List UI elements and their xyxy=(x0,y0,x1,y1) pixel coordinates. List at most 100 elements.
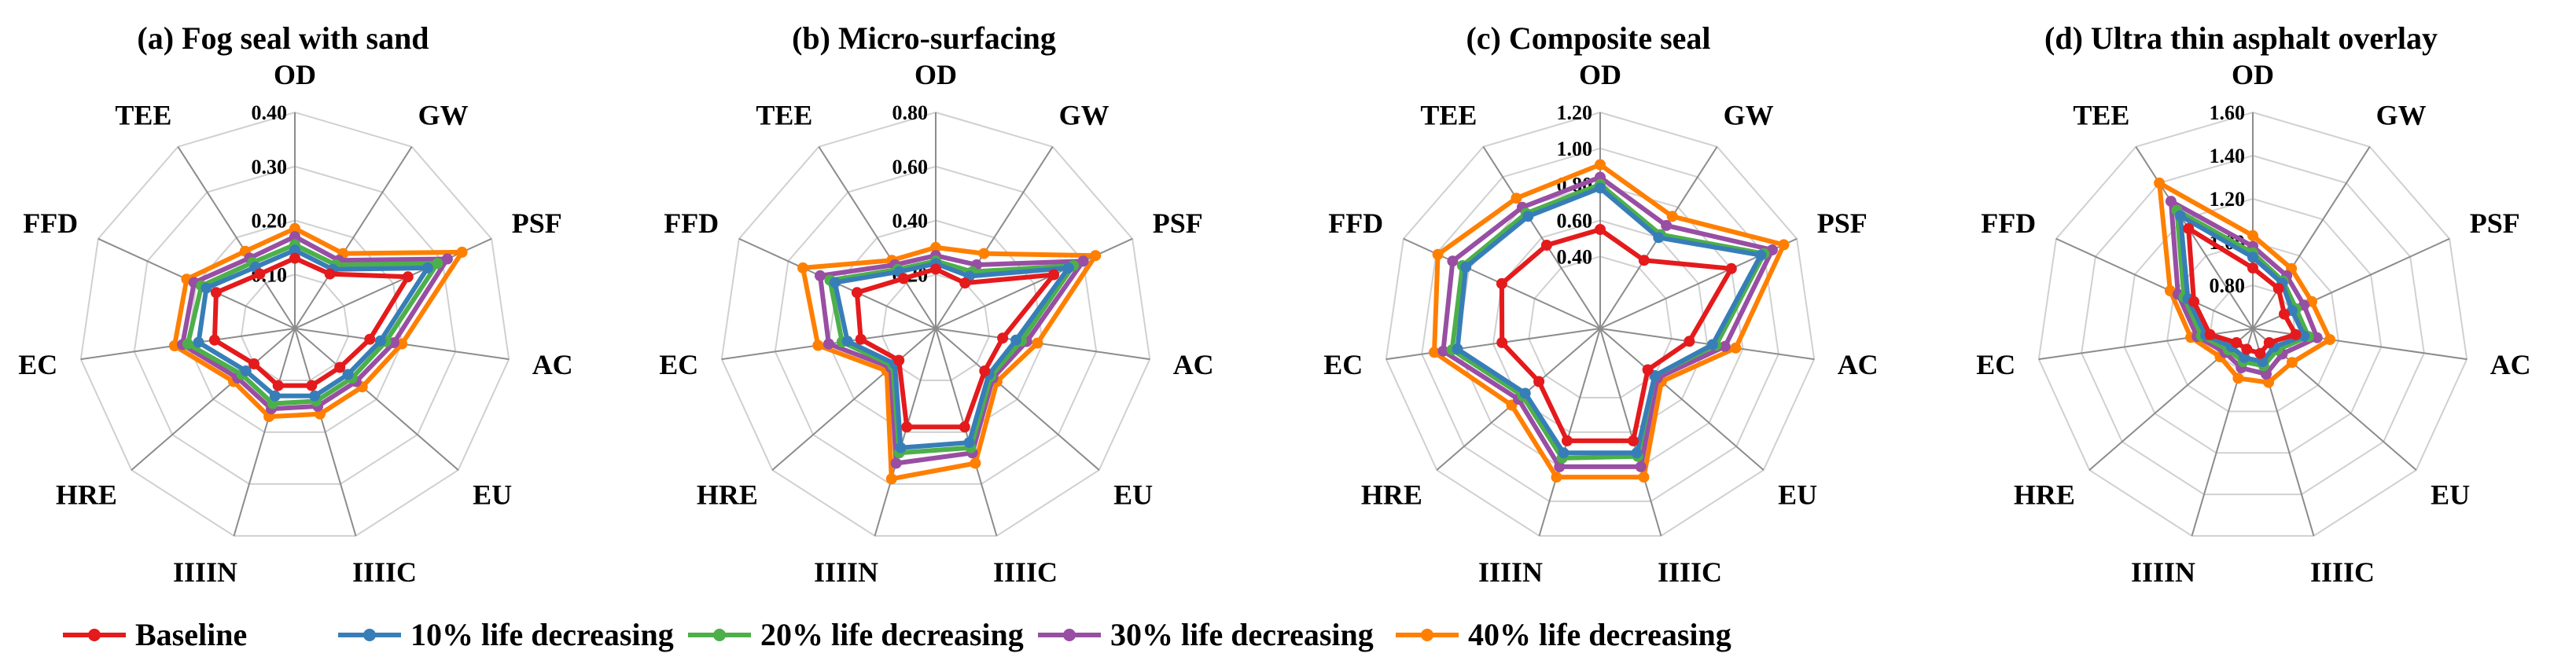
tick-label: 1.60 xyxy=(2210,101,2246,124)
grid-ring xyxy=(1385,111,1816,537)
data-point xyxy=(2290,328,2302,340)
data-point xyxy=(2188,295,2199,307)
legend-item-3: 20% life decreasing xyxy=(688,617,1024,652)
data-point xyxy=(1595,159,1606,171)
axis-label-hre: HRE xyxy=(2014,479,2075,511)
data-point xyxy=(2174,210,2186,222)
series-line xyxy=(1432,162,1787,480)
data-point xyxy=(334,362,346,373)
tick-label: 0.60 xyxy=(1557,210,1593,233)
axis-spoke xyxy=(177,146,296,329)
data-point xyxy=(970,457,981,469)
axis-spoke xyxy=(294,146,413,329)
data-point xyxy=(1032,337,1043,349)
data-point xyxy=(930,241,941,253)
data-point xyxy=(1540,240,1552,251)
data-point xyxy=(1706,339,1718,351)
data-point xyxy=(1631,447,1643,459)
data-point xyxy=(441,253,453,265)
data-point xyxy=(851,287,863,299)
data-point xyxy=(342,369,354,380)
data-point xyxy=(193,336,204,348)
tick-label: 1.40 xyxy=(2210,145,2246,167)
tick-label: 0.20 xyxy=(252,210,288,233)
grid-ring xyxy=(79,111,510,537)
data-point xyxy=(815,270,826,281)
data-point xyxy=(963,437,975,449)
legend-marker xyxy=(1421,629,1433,641)
data-point xyxy=(2154,177,2166,189)
series-baseline xyxy=(851,263,1060,433)
chart-title: (b) Micro-surfacing xyxy=(792,20,1056,56)
data-point xyxy=(1554,461,1566,472)
data-point xyxy=(2324,334,2335,346)
chart-title: (d) Ultra thin asphalt overlay xyxy=(2044,20,2438,56)
data-point xyxy=(1432,248,1444,260)
axis-spoke xyxy=(1538,328,1601,537)
axis-label-ac: AC xyxy=(1838,349,1879,380)
data-point xyxy=(1684,336,1695,347)
data-point xyxy=(1635,461,1647,472)
series-line xyxy=(180,234,450,412)
data-point xyxy=(1725,262,1737,274)
legend-label: Baseline xyxy=(135,617,247,652)
data-point xyxy=(1496,336,1508,348)
data-point xyxy=(1511,193,1522,204)
series-line xyxy=(1455,185,1764,456)
data-point xyxy=(797,262,809,273)
data-point xyxy=(890,457,902,469)
axis-label-tee: TEE xyxy=(115,99,171,130)
tick-label: 0.40 xyxy=(892,210,929,233)
data-point xyxy=(272,380,284,391)
data-point xyxy=(2247,229,2258,241)
data-point xyxy=(1533,376,1545,387)
legend-label: 40% life decreasing xyxy=(1468,617,1731,652)
data-point xyxy=(2241,343,2253,355)
data-point xyxy=(1595,182,1606,194)
data-point xyxy=(289,222,300,234)
data-point xyxy=(1551,472,1562,483)
data-point xyxy=(402,271,414,283)
data-point xyxy=(1766,244,1778,255)
data-point xyxy=(2231,337,2243,348)
data-point xyxy=(1755,249,1767,261)
data-point xyxy=(289,231,300,243)
axis-label-iiiin: IIIIN xyxy=(814,556,878,588)
legend-marker xyxy=(363,629,376,641)
legend-item-5: 40% life decreasing xyxy=(1396,617,1731,652)
data-point xyxy=(1653,232,1665,244)
grid-ring xyxy=(2081,154,2425,496)
axis-label-ec: EC xyxy=(659,349,698,380)
axis-label-gw: GW xyxy=(1059,99,1110,130)
axis-label-tee: TEE xyxy=(2073,99,2129,130)
axis-spoke xyxy=(818,146,937,329)
data-point xyxy=(1452,343,1463,355)
tick-label: 1.00 xyxy=(1557,138,1593,160)
series-baseline xyxy=(1496,224,1737,446)
data-point xyxy=(812,340,824,351)
data-point xyxy=(959,421,970,433)
axis-label-iiiic: IIIIC xyxy=(1658,556,1722,588)
data-point xyxy=(1048,269,1060,281)
series-line xyxy=(1441,174,1775,469)
series-line xyxy=(1499,227,1734,443)
data-point xyxy=(2263,376,2275,388)
axis-label-iiiin: IIIIN xyxy=(2131,556,2195,588)
series-line xyxy=(2168,199,2320,376)
data-point xyxy=(978,248,990,259)
grid-ring xyxy=(2037,111,2468,537)
axis-label-ffd: FFD xyxy=(1328,207,1383,239)
data-point xyxy=(432,258,443,270)
series-baseline xyxy=(208,252,414,391)
series-40-life-decreasing xyxy=(2154,177,2335,388)
data-point xyxy=(248,358,259,369)
data-point xyxy=(289,252,300,264)
axis-label-iiiic: IIIIC xyxy=(2310,556,2375,588)
data-point xyxy=(1062,262,1074,273)
data-point xyxy=(2247,262,2258,273)
series-line xyxy=(185,242,440,406)
legend-item-4: 30% life decreasing xyxy=(1038,617,1374,652)
axis-label-eu: EU xyxy=(473,479,512,511)
